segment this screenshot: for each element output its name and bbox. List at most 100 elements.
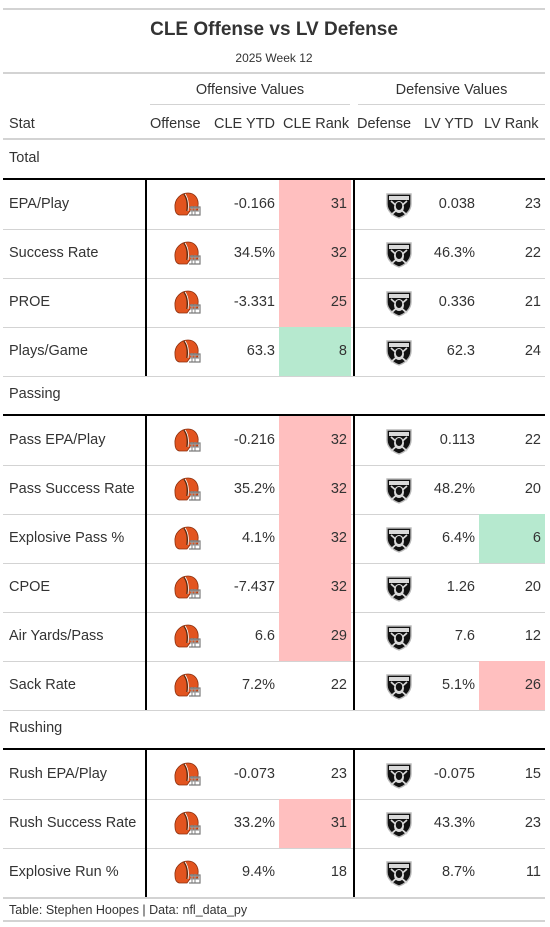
lv-ytd-value: 5.1% <box>441 677 475 693</box>
stat-name: Pass Success Rate <box>9 481 135 497</box>
cle-ytd-value: 6.6 <box>254 628 275 644</box>
offense-divider <box>145 414 147 710</box>
group-header-passing: Passing <box>3 376 545 416</box>
cle-rank-value: 25 <box>279 278 351 327</box>
las-vegas-raiders-shield-icon <box>384 337 414 367</box>
cleveland-browns-helmet-icon <box>171 337 201 367</box>
cle-ytd-value: -0.073 <box>233 766 275 782</box>
defense-spanner: Defensive Values <box>395 82 508 98</box>
table-row: Rush EPA/Play -0.073 23 -0.075 15 <box>3 750 545 800</box>
col-header-offense: Offense <box>150 116 201 132</box>
offense-spanner: Offensive Values <box>195 82 305 98</box>
lv-ytd-value: 62.3 <box>446 343 475 359</box>
cle-rank-value: 32 <box>279 563 351 612</box>
lv-rank-value: 24 <box>524 343 541 359</box>
cle-rank-value: 31 <box>279 799 351 848</box>
stat-name: Explosive Run % <box>9 864 119 880</box>
lv-rank-value: 20 <box>524 481 541 497</box>
col-header-lv-ytd: LV YTD <box>424 116 474 132</box>
table-row: Pass Success Rate 35.2% 32 48.2% 20 <box>3 465 545 515</box>
stat-name: Success Rate <box>9 245 99 261</box>
cle-ytd-value: -3.331 <box>233 294 275 310</box>
bottom-rule <box>3 920 545 922</box>
cle-ytd-value: -7.437 <box>233 579 275 595</box>
group-header-total: Total <box>3 140 545 180</box>
lv-rank-value: 22 <box>524 245 541 261</box>
las-vegas-raiders-shield-icon <box>384 573 414 603</box>
cleveland-browns-helmet-icon <box>171 190 201 220</box>
lv-ytd-value: 8.7% <box>441 864 475 880</box>
defense-spanner-rule <box>358 104 545 105</box>
table-row: Pass EPA/Play -0.216 32 0.113 22 <box>3 416 545 466</box>
cle-rank-value: 18 <box>330 864 347 880</box>
cle-rank-value: 22 <box>330 677 347 693</box>
cle-ytd-value: 35.2% <box>233 481 275 497</box>
lv-rank-value: 11 <box>525 864 541 880</box>
group-label: Passing <box>9 386 61 402</box>
defense-divider <box>353 178 355 376</box>
table-row: Plays/Game 63.3 8 62.3 24 <box>3 327 545 377</box>
stat-name: PROE <box>9 294 51 310</box>
las-vegas-raiders-shield-icon <box>384 858 414 888</box>
cle-ytd-value: 63.3 <box>246 343 275 359</box>
las-vegas-raiders-shield-icon <box>384 475 414 505</box>
stat-name: Rush EPA/Play <box>9 766 108 782</box>
cle-rank-value: 32 <box>279 416 351 465</box>
lv-rank-value: 20 <box>524 579 541 595</box>
table-row: EPA/Play -0.166 31 0.038 23 <box>3 180 545 230</box>
stat-name: EPA/Play <box>9 196 70 212</box>
cleveland-browns-helmet-icon <box>171 426 201 456</box>
table-footer: Table: Stephen Hoopes | Data: nfl_data_p… <box>9 903 248 917</box>
cle-ytd-value: 33.2% <box>233 815 275 831</box>
cleveland-browns-helmet-icon <box>171 809 201 839</box>
cleveland-browns-helmet-icon <box>171 475 201 505</box>
lv-rank-value: 15 <box>524 766 541 782</box>
table-row: Air Yards/Pass 6.6 29 7.6 12 <box>3 612 545 662</box>
lv-ytd-value: 0.113 <box>439 432 475 448</box>
stat-name: Pass EPA/Play <box>9 432 106 448</box>
cle-ytd-value: -0.216 <box>233 432 275 448</box>
las-vegas-raiders-shield-icon <box>384 239 414 269</box>
table-row: PROE -3.331 25 0.336 21 <box>3 278 545 328</box>
cle-rank-value: 29 <box>279 612 351 661</box>
cle-rank-value: 32 <box>279 514 351 563</box>
lv-rank-value: 22 <box>524 432 541 448</box>
top-rule <box>3 8 545 10</box>
stat-name: CPOE <box>9 579 51 595</box>
defense-divider <box>353 414 355 710</box>
col-header-cle-rank: CLE Rank <box>283 116 350 132</box>
cle-ytd-value: 9.4% <box>241 864 275 880</box>
lv-ytd-value: 0.038 <box>438 196 475 212</box>
stat-name: Plays/Game <box>9 343 88 359</box>
col-header-cle-ytd: CLE YTD <box>214 116 275 132</box>
lv-ytd-value: -0.075 <box>433 766 475 782</box>
cle-rank-value: 8 <box>279 327 351 376</box>
table-row: Explosive Run % 9.4% 18 8.7% 11 <box>3 848 545 899</box>
stat-name: Air Yards/Pass <box>9 628 104 644</box>
cleveland-browns-helmet-icon <box>171 622 201 652</box>
col-header-defense: Defense <box>357 116 412 132</box>
las-vegas-raiders-shield-icon <box>384 426 414 456</box>
offense-divider <box>145 178 147 376</box>
cle-rank-value: 32 <box>279 229 351 278</box>
col-header-stat: Stat <box>9 116 35 132</box>
cle-rank-value: 31 <box>279 180 351 229</box>
lv-ytd-value: 7.6 <box>454 628 475 644</box>
cle-ytd-value: 4.1% <box>241 530 275 546</box>
header-bottom-rule <box>3 138 545 140</box>
las-vegas-raiders-shield-icon <box>384 760 414 790</box>
table-title: CLE Offense vs LV Defense <box>150 19 398 40</box>
table-row: Explosive Pass % 4.1% 32 6.4% 6 <box>3 514 545 564</box>
lv-ytd-value: 1.26 <box>446 579 475 595</box>
table-row: Sack Rate 7.2% 22 5.1% 26 <box>3 661 545 711</box>
group-label: Rushing <box>9 720 63 736</box>
lv-ytd-value: 0.336 <box>438 294 475 310</box>
stat-name: Explosive Pass % <box>9 530 125 546</box>
cle-ytd-value: 7.2% <box>241 677 275 693</box>
group-label: Total <box>9 150 40 166</box>
cleveland-browns-helmet-icon <box>171 524 201 554</box>
lv-ytd-value: 43.3% <box>433 815 475 831</box>
stats-table: CLE Offense vs LV Defense 2025 Week 12 O… <box>3 3 545 924</box>
lv-rank-value: 12 <box>524 628 541 644</box>
cleveland-browns-helmet-icon <box>171 858 201 888</box>
